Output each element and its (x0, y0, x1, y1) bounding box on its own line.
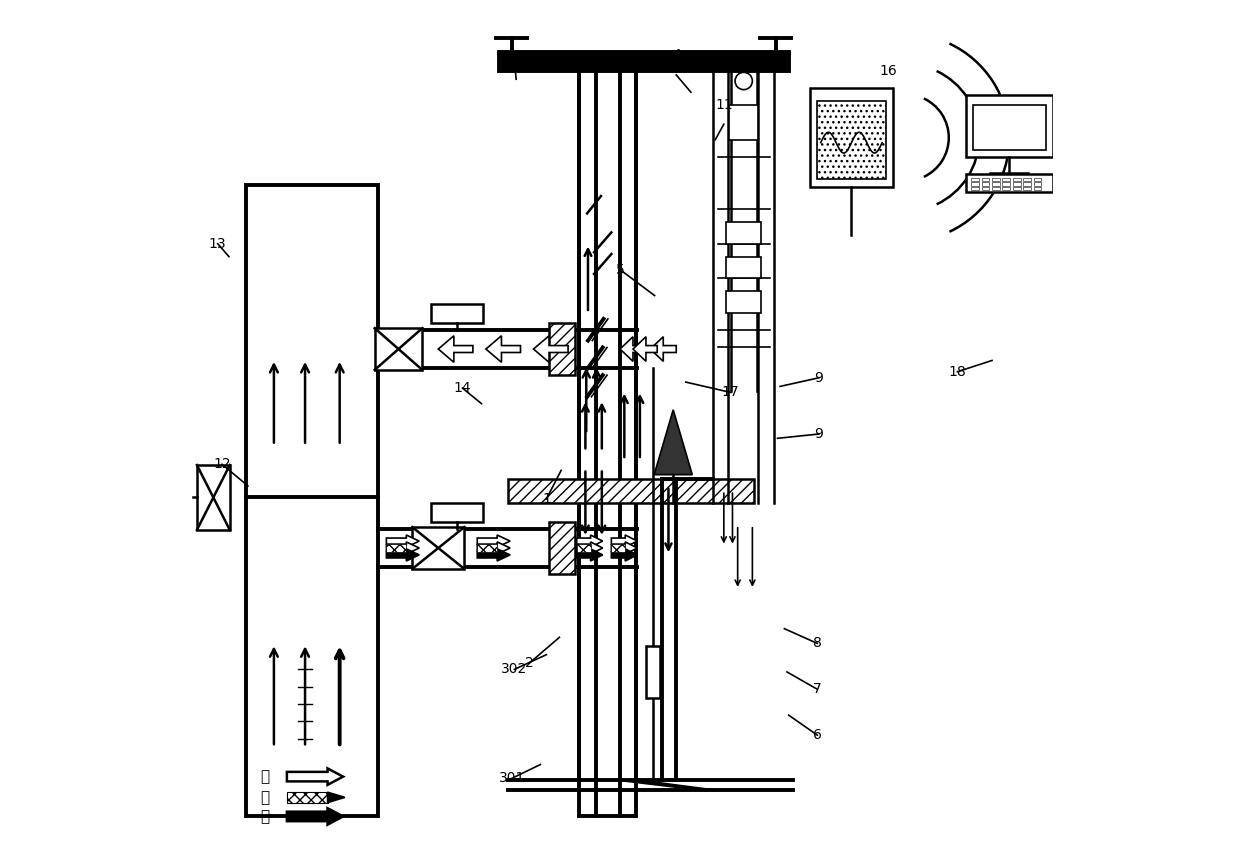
Bar (498, 51, 789, 70)
Text: 10: 10 (613, 55, 631, 69)
Bar (729, 105, 759, 140)
Circle shape (735, 72, 753, 89)
Bar (1034, 187, 1042, 190)
Bar (1034, 182, 1042, 186)
Bar (374, 328, 423, 370)
FancyArrow shape (577, 549, 603, 561)
Bar (432, 304, 484, 323)
Bar (817, 101, 885, 179)
FancyArrow shape (438, 336, 472, 362)
Text: 5: 5 (615, 263, 625, 277)
Bar (611, 544, 625, 552)
FancyArrow shape (486, 336, 521, 362)
Bar (982, 178, 990, 181)
Bar (966, 174, 1053, 192)
FancyArrow shape (577, 535, 603, 547)
Text: 8: 8 (813, 636, 822, 650)
FancyArrow shape (611, 542, 637, 554)
Text: 301: 301 (498, 772, 525, 786)
Bar (1023, 178, 1030, 181)
FancyArrow shape (577, 542, 603, 554)
Bar (1034, 178, 1042, 181)
Bar (549, 523, 575, 574)
Text: 6: 6 (813, 728, 822, 742)
Bar (727, 257, 761, 279)
Text: 气: 气 (260, 769, 270, 784)
Bar (1023, 182, 1030, 186)
FancyArrow shape (620, 337, 646, 361)
Text: 4: 4 (672, 48, 681, 62)
Bar (727, 292, 761, 312)
Bar (992, 178, 999, 181)
Bar (992, 187, 999, 190)
FancyArrow shape (477, 535, 510, 547)
Text: 7: 7 (813, 682, 822, 696)
Bar (971, 182, 980, 186)
Bar (286, 792, 327, 803)
Bar (811, 88, 893, 187)
Text: 2: 2 (525, 656, 533, 670)
Bar (727, 222, 761, 244)
Bar (1013, 187, 1021, 190)
Bar (1002, 178, 1011, 181)
FancyArrow shape (650, 337, 676, 361)
Bar (982, 182, 990, 186)
Text: 9: 9 (815, 371, 823, 385)
FancyArrow shape (286, 768, 343, 785)
Bar (387, 544, 407, 552)
Bar (1002, 182, 1011, 186)
Text: 油: 油 (260, 790, 270, 805)
Bar (1013, 178, 1021, 181)
Bar (992, 182, 999, 186)
Text: 302: 302 (501, 662, 527, 676)
Text: 1: 1 (542, 492, 551, 506)
Bar (973, 105, 1045, 150)
FancyArrow shape (611, 549, 637, 561)
FancyArrow shape (632, 337, 657, 361)
Text: 15: 15 (506, 55, 523, 69)
FancyArrow shape (387, 549, 419, 561)
Bar (247, 185, 378, 817)
Bar (197, 465, 229, 529)
Text: 11: 11 (715, 98, 733, 112)
Bar (1023, 187, 1030, 190)
FancyArrow shape (533, 336, 568, 362)
Text: 14: 14 (454, 381, 471, 395)
FancyArrow shape (477, 542, 510, 554)
Bar (432, 503, 484, 523)
Bar (477, 544, 497, 552)
FancyArrow shape (286, 808, 343, 825)
Bar (971, 187, 980, 190)
FancyArrow shape (477, 549, 510, 561)
FancyArrow shape (611, 535, 637, 547)
Text: 水: 水 (260, 809, 270, 824)
Text: 18: 18 (949, 365, 966, 378)
FancyArrow shape (387, 535, 419, 547)
Bar (966, 95, 1053, 157)
Text: 9: 9 (815, 427, 823, 441)
Polygon shape (327, 792, 345, 803)
Bar (413, 527, 464, 569)
Text: 16: 16 (879, 63, 897, 77)
Text: 13: 13 (208, 237, 227, 251)
Text: 17: 17 (722, 385, 739, 399)
Bar (1013, 182, 1021, 186)
Polygon shape (655, 410, 692, 475)
FancyArrow shape (387, 542, 419, 554)
Bar (507, 479, 754, 503)
Bar (577, 544, 590, 552)
Bar (1002, 187, 1011, 190)
Bar (646, 646, 660, 698)
Text: 12: 12 (213, 457, 231, 471)
Bar (971, 178, 980, 181)
Bar (982, 187, 990, 190)
Bar (549, 323, 575, 375)
